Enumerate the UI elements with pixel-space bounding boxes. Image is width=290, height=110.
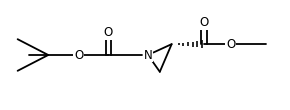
Text: O: O	[226, 38, 235, 51]
Text: O: O	[104, 26, 113, 39]
Text: O: O	[200, 16, 209, 29]
Text: N: N	[144, 49, 152, 61]
Text: O: O	[74, 49, 84, 61]
